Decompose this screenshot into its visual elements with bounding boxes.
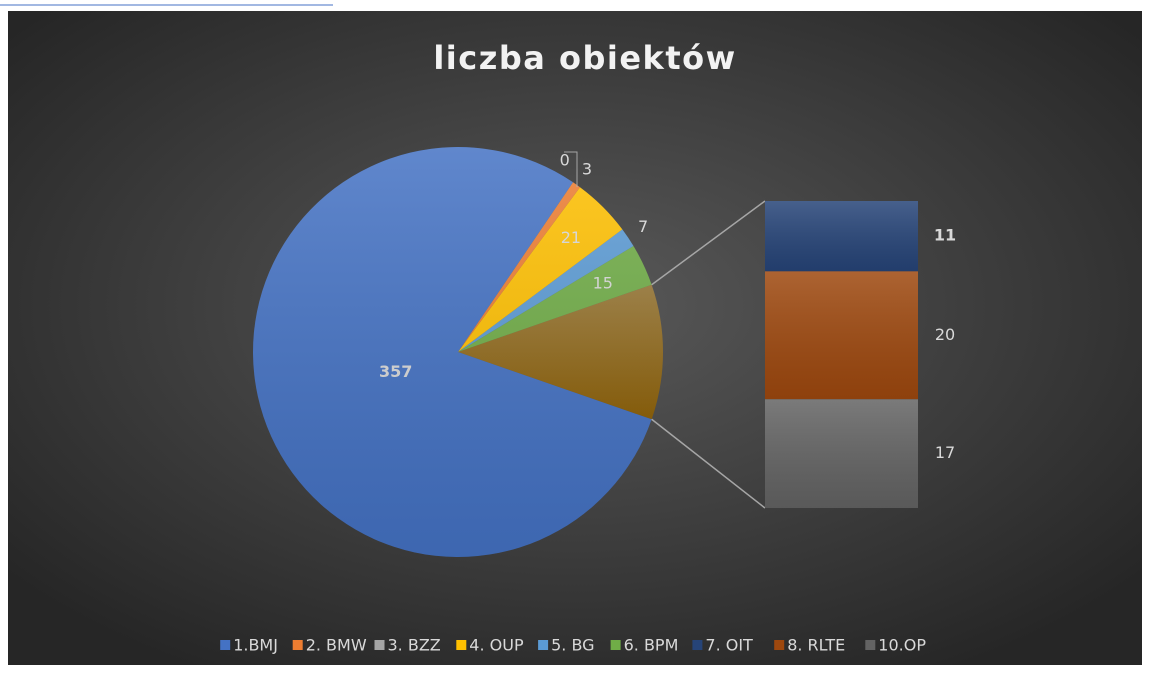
legend-label: 7. OIT: [705, 636, 753, 655]
legend-swatch: [610, 640, 621, 650]
legend-swatch: [220, 640, 231, 650]
legend-swatch: [456, 640, 467, 650]
legend-swatch: [538, 640, 549, 650]
chart-title: liczba obiektów: [433, 39, 736, 77]
plot: 1572103357112017: [253, 147, 956, 557]
data-label: 7: [638, 217, 648, 236]
data-label: 3: [582, 160, 592, 179]
legend-label: 1.BMJ: [233, 636, 278, 655]
bar-sheen: [765, 271, 918, 400]
connector-line: [651, 418, 766, 509]
legend-label: 10.OP: [878, 636, 926, 655]
pie-sheen: [253, 147, 663, 557]
legend-label: 8. RLTE: [787, 636, 845, 655]
data-label: 11: [934, 226, 956, 245]
legend: 1.BMJ 2. BMW 3. BZZ 4. OUP 5. BG 6. BPM 7. OIT…: [220, 636, 926, 655]
legend-swatch: [692, 640, 703, 650]
legend-swatch: [865, 640, 876, 650]
bar-sheen: [765, 399, 918, 508]
data-label: 20: [935, 325, 955, 344]
connector-line: [651, 200, 766, 286]
legend-label: 2. BMW: [306, 636, 367, 655]
legend-label: 5. BG: [551, 636, 594, 655]
legend-swatch: [774, 640, 785, 650]
data-label: 0: [560, 150, 570, 169]
legend-swatch: [292, 640, 303, 650]
leader-line: [564, 151, 578, 187]
data-label: 17: [935, 443, 955, 462]
legend-label: 4. OUP: [469, 636, 524, 655]
legend-label: 6. BPM: [624, 636, 679, 655]
legend-label: 3. BZZ: [388, 636, 441, 655]
bar-sheen: [765, 201, 918, 272]
legend-swatch: [374, 640, 385, 650]
